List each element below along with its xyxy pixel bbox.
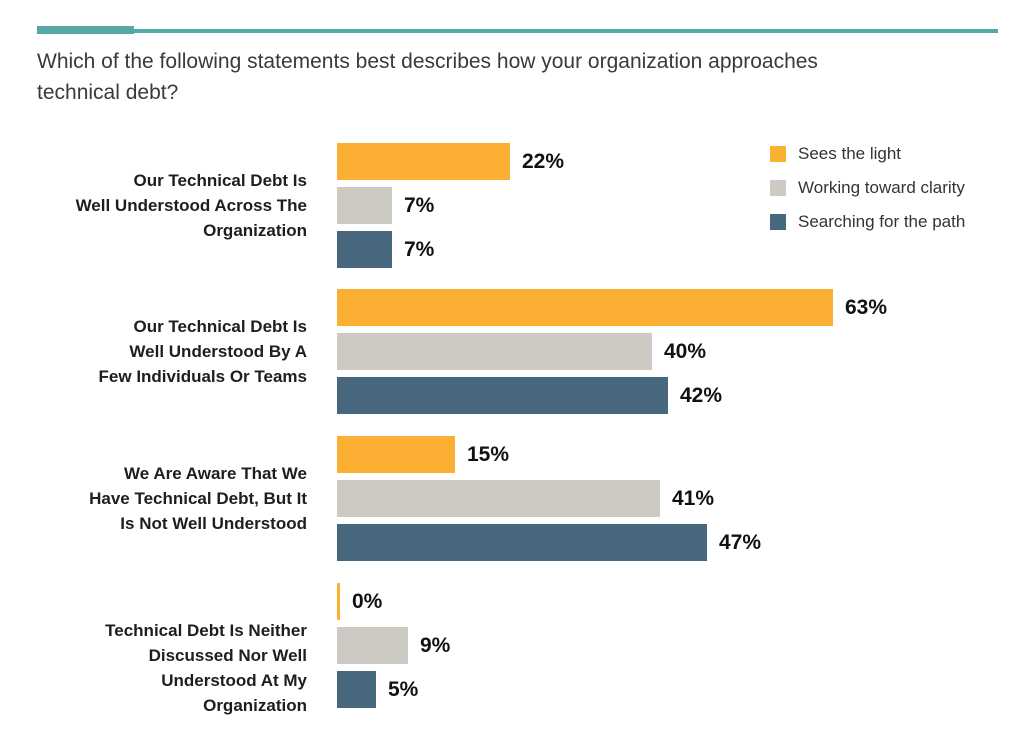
bar-group: Our Technical Debt Is Well Understood Acr… bbox=[0, 143, 1016, 268]
bar-value-label: 15% bbox=[467, 442, 510, 466]
category-label-line: Technical Debt Is Neither bbox=[105, 620, 307, 640]
bar-segment bbox=[337, 671, 376, 708]
chart-title: Which of the following statements best d… bbox=[37, 46, 987, 108]
bar-segment bbox=[337, 627, 408, 664]
legend-label: Searching for the path bbox=[798, 212, 966, 231]
category-label-line: Well Understood By A bbox=[129, 342, 307, 361]
bar-segment bbox=[337, 187, 392, 224]
legend-label: Sees the light bbox=[798, 144, 902, 163]
category-label: Our Technical Debt Is Well Understood Acr… bbox=[0, 168, 307, 243]
category-label-line: We Are Aware That We bbox=[124, 464, 307, 483]
category-label-line: Understood At My bbox=[161, 670, 307, 690]
header-rule bbox=[37, 29, 998, 33]
category-label-line: Well Understood Across The bbox=[75, 196, 307, 215]
bar-value-label: 0% bbox=[352, 589, 383, 613]
bar-segment bbox=[337, 583, 340, 620]
chart-legend: Sees the light Working toward clarity Sear… bbox=[770, 144, 966, 248]
category-label: We Are Aware That We Have Technical Debt,… bbox=[0, 461, 307, 536]
bar-value-label: 9% bbox=[420, 633, 451, 657]
legend-item: Sees the light bbox=[770, 144, 965, 163]
legend-swatch-icon bbox=[770, 180, 786, 196]
legend-item: Working toward clarity bbox=[770, 178, 965, 197]
category-label-line: Is Not Well Understood bbox=[120, 514, 307, 533]
legend-swatch-icon bbox=[770, 146, 786, 162]
bar-group: Technical Debt Is Neither Discussed Nor W… bbox=[0, 583, 1016, 715]
bar-value-label: 5% bbox=[388, 677, 419, 701]
legend-label: Working toward clarity bbox=[798, 178, 965, 197]
category-label: Technical Debt Is Neither Discussed Nor W… bbox=[0, 618, 307, 718]
bar-group: Our Technical Debt Is Well Understood By … bbox=[0, 289, 1016, 414]
bar-value-label: 7% bbox=[404, 193, 435, 217]
bar-segment bbox=[337, 231, 392, 268]
bar-value-label: 63% bbox=[845, 295, 888, 319]
bar-value-label: 22% bbox=[522, 149, 565, 173]
bar-segment bbox=[337, 333, 652, 370]
category-label-line: Our Technical Debt Is bbox=[133, 317, 307, 336]
bar-segment bbox=[337, 480, 660, 517]
bar-value-label: 7% bbox=[404, 237, 435, 261]
category-label: Our Technical Debt Is Well Understood By … bbox=[0, 314, 307, 389]
chart-title-line-1: Which of the following statements best d… bbox=[37, 50, 818, 73]
bar-segment bbox=[337, 524, 707, 561]
bar-value-label: 40% bbox=[664, 339, 707, 363]
category-label-line: Discussed Nor Well bbox=[148, 645, 307, 665]
bar-value-label: 41% bbox=[672, 486, 715, 510]
bar-segment bbox=[337, 436, 455, 473]
bar-segment bbox=[337, 143, 510, 180]
category-label-line: Few Individuals Or Teams bbox=[98, 367, 307, 386]
category-label-line: Organization bbox=[203, 695, 307, 715]
bar-segment bbox=[337, 377, 668, 414]
legend-item: Searching for the path bbox=[770, 212, 966, 231]
chart-title-line-2: technical debt? bbox=[37, 81, 179, 104]
bar-group: We Are Aware That We Have Technical Debt,… bbox=[0, 436, 1016, 561]
category-label-line: Have Technical Debt, But It bbox=[89, 489, 307, 508]
header-rule-accent bbox=[37, 26, 134, 34]
legend-swatch-icon bbox=[770, 214, 786, 230]
category-label-line: Organization bbox=[203, 221, 307, 240]
category-label-line: Our Technical Debt Is bbox=[133, 171, 307, 190]
bar-segment bbox=[337, 289, 833, 326]
bar-value-label: 42% bbox=[680, 383, 723, 407]
bar-value-label: 47% bbox=[719, 530, 762, 554]
